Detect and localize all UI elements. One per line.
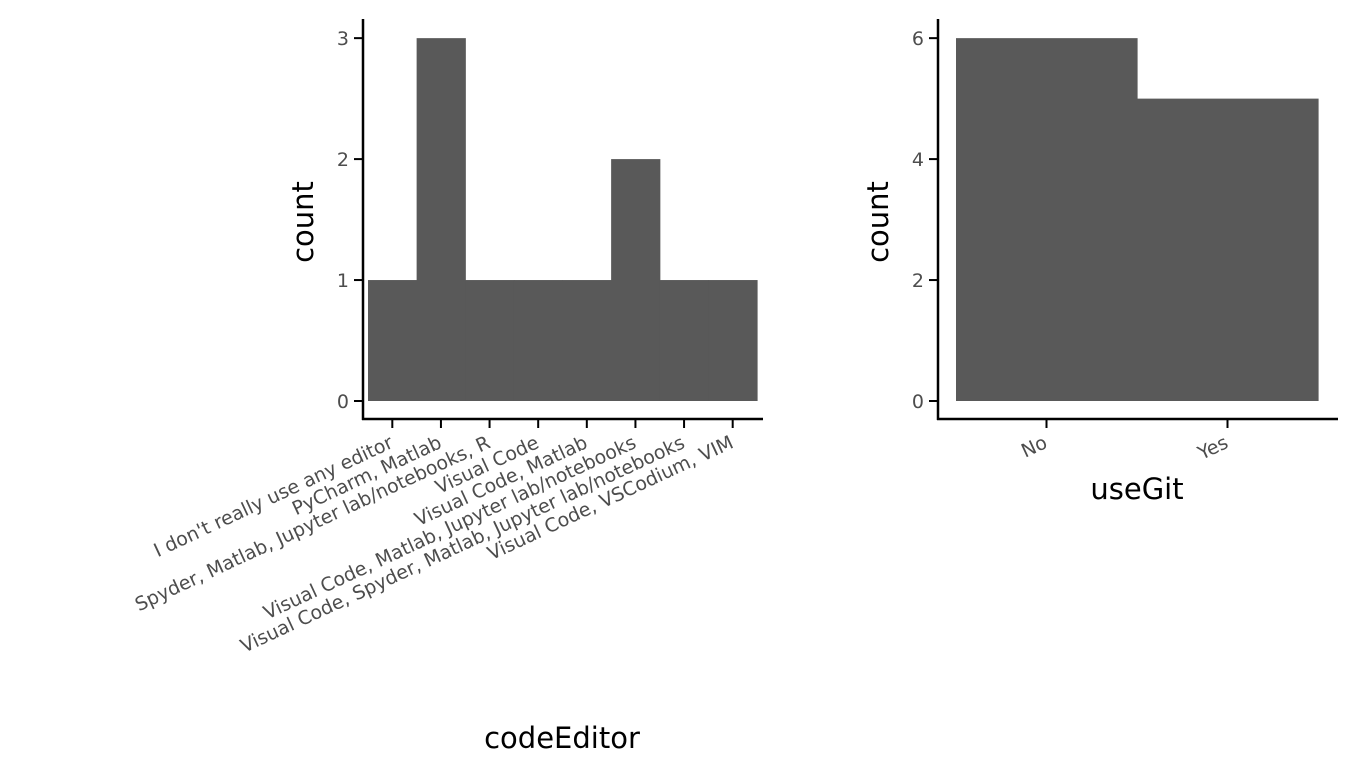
code-editor-y-ticks: 0 1 2 3 (337, 28, 363, 413)
use-git-bars (956, 38, 1319, 402)
code-editor-bar-6 (611, 159, 661, 401)
use-git-y-axis-title: count (861, 181, 895, 263)
code-editor-y-tick-label: 3 (337, 28, 349, 50)
code-editor-bar-8 (708, 280, 758, 401)
use-git-x-tick-label: Yes (1194, 432, 1232, 465)
use-git-x-tick-label: No (1018, 432, 1051, 463)
use-git-x-ticks: No Yes (1018, 419, 1232, 465)
code-editor-bar-3 (465, 280, 515, 401)
code-editor-x-axis-title: codeEditor (484, 721, 640, 755)
code-editor-chart: 0 1 2 3 I don't really use any editorPyChar… (132, 19, 763, 755)
use-git-y-tick-label: 0 (912, 391, 924, 413)
code-editor-y-tick-label: 1 (337, 270, 349, 292)
code-editor-y-axis-title: count (286, 181, 320, 263)
use-git-y-ticks: 0 2 4 6 (912, 28, 938, 413)
code-editor-y-tick-label: 0 (337, 391, 349, 413)
code-editor-bar-5 (562, 280, 612, 401)
use-git-bar-2 (1137, 98, 1319, 401)
use-git-chart: 0 2 4 6 No Yes count useGit (861, 19, 1338, 506)
code-editor-bar-2 (416, 38, 466, 402)
use-git-y-tick-label: 4 (912, 149, 924, 171)
use-git-bar-1 (956, 38, 1138, 402)
use-git-y-tick-label: 6 (912, 28, 924, 50)
use-git-x-axis-title: useGit (1090, 472, 1183, 506)
code-editor-bar-1 (368, 280, 418, 401)
code-editor-y-tick-label: 2 (337, 149, 349, 171)
code-editor-bars (368, 38, 758, 402)
code-editor-bar-4 (513, 280, 564, 401)
use-git-y-tick-label: 2 (912, 270, 924, 292)
code-editor-bar-7 (659, 280, 709, 401)
